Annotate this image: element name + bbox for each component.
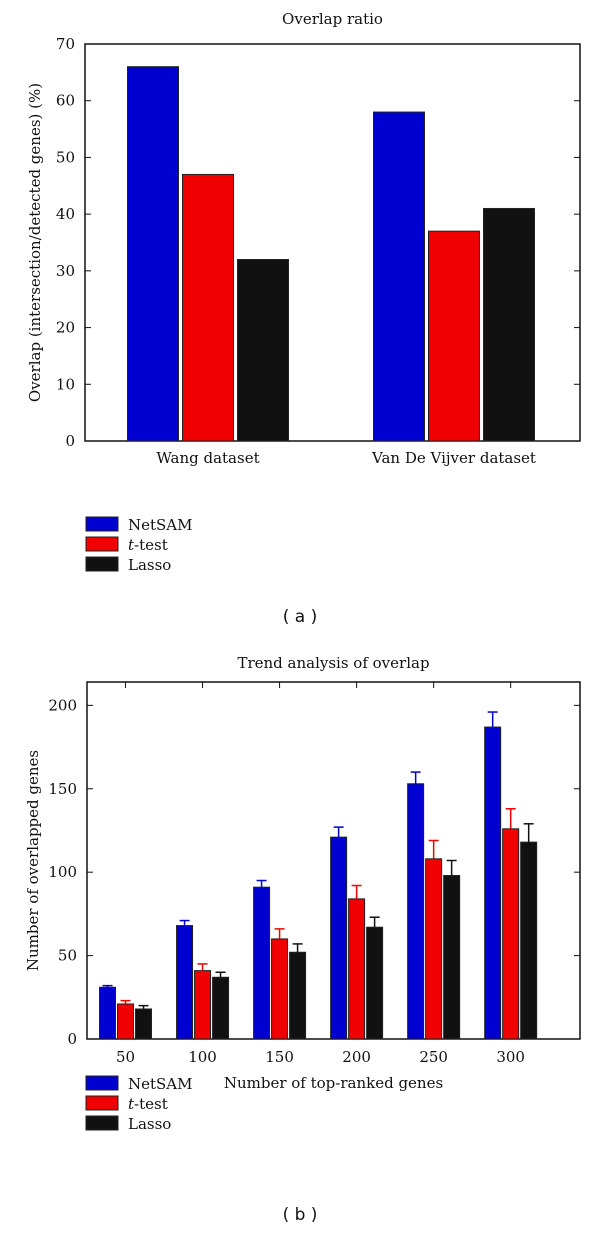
legend-swatch bbox=[85, 1075, 119, 1091]
bar-ttest bbox=[117, 1003, 135, 1040]
y-axis-label: Number of overlapped genes bbox=[24, 750, 42, 971]
legend-swatch bbox=[85, 536, 119, 552]
bar-ttest bbox=[194, 970, 212, 1040]
legend-swatch bbox=[85, 1095, 119, 1111]
bar-ttest bbox=[428, 230, 480, 442]
legend-swatch bbox=[85, 556, 119, 572]
bar-lasso bbox=[289, 951, 307, 1040]
bar-lasso bbox=[366, 926, 384, 1040]
legend-label: t-test bbox=[128, 536, 168, 554]
bar-lasso bbox=[212, 976, 230, 1040]
y-tick-label: 100 bbox=[48, 863, 77, 881]
x-tick-label: 200 bbox=[342, 1048, 371, 1066]
x-tick-label: 250 bbox=[419, 1048, 448, 1066]
bar-netsam bbox=[99, 986, 117, 1040]
panel-caption: ( b ) bbox=[283, 1205, 318, 1225]
x-tick-label: 150 bbox=[265, 1048, 294, 1066]
bar-ttest bbox=[502, 828, 520, 1040]
bar-netsam bbox=[407, 783, 425, 1040]
bar-lasso bbox=[443, 875, 461, 1040]
bar-netsam bbox=[253, 886, 271, 1040]
chart-title: Overlap ratio bbox=[282, 10, 383, 28]
x-tick-label: 50 bbox=[116, 1048, 135, 1066]
y-tick-label: 70 bbox=[56, 35, 75, 53]
y-tick-label: 50 bbox=[58, 947, 77, 965]
y-tick-label: 0 bbox=[67, 1030, 77, 1048]
legend-swatch bbox=[85, 1115, 119, 1131]
plot-frame bbox=[84, 43, 581, 442]
bar-lasso bbox=[237, 259, 289, 442]
legend-swatch bbox=[85, 516, 119, 532]
bar-netsam bbox=[373, 111, 425, 442]
bar-netsam bbox=[484, 726, 502, 1040]
x-tick-label: 100 bbox=[188, 1048, 217, 1066]
y-tick-label: 50 bbox=[56, 148, 75, 166]
x-tick-label: Wang dataset bbox=[156, 449, 259, 467]
legend-label: Lasso bbox=[128, 556, 171, 574]
chart-title: Trend analysis of overlap bbox=[237, 654, 429, 672]
legend-label: NetSAM bbox=[128, 516, 193, 534]
legend-label: Lasso bbox=[128, 1115, 171, 1133]
bar-ttest bbox=[271, 938, 289, 1040]
bar-netsam bbox=[127, 66, 179, 442]
bar-ttest bbox=[348, 898, 366, 1040]
bar-lasso bbox=[135, 1008, 153, 1040]
y-axis-label: Overlap (intersection/detected genes) (%… bbox=[26, 83, 44, 402]
y-tick-label: 60 bbox=[56, 92, 75, 110]
bar-lasso bbox=[520, 841, 538, 1040]
y-tick-label: 40 bbox=[56, 205, 75, 223]
y-tick-label: 150 bbox=[48, 780, 77, 798]
legend-label: t-test bbox=[128, 1095, 168, 1113]
bar-ttest bbox=[425, 858, 443, 1040]
x-tick-label: 300 bbox=[496, 1048, 525, 1066]
y-tick-label: 0 bbox=[65, 432, 75, 450]
panel-caption: ( a ) bbox=[283, 607, 318, 627]
bar-netsam bbox=[176, 925, 194, 1040]
bar-netsam bbox=[330, 836, 348, 1040]
y-tick-label: 10 bbox=[56, 375, 75, 393]
x-tick-label: Van De Vijver dataset bbox=[371, 449, 536, 467]
bar-lasso bbox=[483, 207, 535, 442]
y-tick-label: 30 bbox=[56, 262, 75, 280]
y-tick-label: 200 bbox=[48, 696, 77, 714]
y-tick-label: 20 bbox=[56, 319, 75, 337]
x-axis-label: Number of top-ranked genes bbox=[224, 1074, 443, 1092]
bar-ttest bbox=[182, 173, 234, 442]
legend-label: NetSAM bbox=[128, 1075, 193, 1093]
